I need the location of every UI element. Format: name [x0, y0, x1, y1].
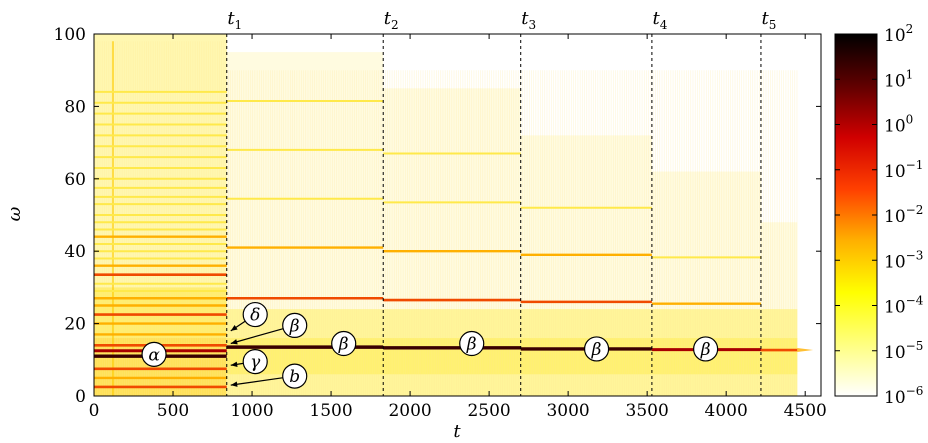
x-tick-label: 1000	[230, 401, 273, 421]
annotation-label: β	[700, 340, 711, 360]
colorbar-gradient	[834, 33, 878, 397]
colorbar-tick-label: 10−5	[884, 339, 923, 363]
line-tail	[797, 348, 814, 353]
colorbar-tick-label: 100	[884, 113, 913, 137]
colorbar: 102 101 100 10−1 10−2 10−3 10−4 10−5 10−6	[834, 22, 924, 408]
annotation-circle	[141, 341, 167, 367]
annotation-label: γ	[250, 353, 261, 373]
y-tick-label: 100	[54, 25, 86, 45]
annotation-arrowhead	[230, 324, 238, 331]
plot-area: t1 t2 t3 t4 t5 α δ β γ b β β β β	[93, 8, 822, 397]
haze-segment-core	[383, 338, 521, 375]
annotation-circle	[242, 349, 268, 375]
annotation-label: δ	[250, 306, 260, 326]
annotation-circle	[693, 336, 719, 362]
annotation-circle	[459, 330, 485, 357]
transition-label: t3	[521, 8, 536, 32]
x-tick-label: 4000	[705, 401, 748, 421]
annotation-label: β	[289, 316, 300, 336]
colorbar-tick-label: 101	[884, 67, 913, 91]
annotation-circle	[282, 363, 308, 389]
x-tick-label: 3000	[546, 401, 589, 421]
y-tick-label: 20	[64, 315, 86, 335]
y-axis: 0 20 40 60 80 100	[54, 25, 821, 407]
x-axis-label: t	[453, 421, 461, 442]
annotation-arrowhead	[230, 361, 238, 367]
x-tick-label: 500	[157, 401, 189, 421]
y-tick-label: 60	[64, 170, 86, 190]
annotation-layer: α δ β γ b β β β β	[141, 301, 719, 389]
colorbar-tick-label: 10−4	[884, 294, 924, 318]
annotation-circle	[331, 330, 357, 357]
annotation-arrowhead	[230, 339, 238, 345]
annotation-label: b	[289, 367, 300, 387]
annotation-arrowhead	[230, 381, 238, 387]
transition-lines: t1 t2 t3 t4 t5	[226, 8, 777, 396]
annotation-label: α	[148, 345, 160, 365]
plot-frame	[93, 33, 822, 397]
y-tick-label: 40	[64, 242, 86, 262]
x-tick-label: 3500	[626, 401, 669, 421]
x-tick-label: 2000	[388, 401, 431, 421]
x-axis: 0 500 1000 1500 2000 2500 3000 3500 4000 4500	[89, 34, 827, 421]
x-tick-label: 2500	[467, 401, 510, 421]
y-tick-label: 0	[75, 387, 86, 407]
x-tick-label: 1500	[309, 401, 352, 421]
annotation-label: β	[466, 335, 477, 355]
transition-label: t5	[762, 8, 777, 32]
colorbar-tick-label: 10−3	[884, 248, 923, 272]
colorbar-ticks: 102 101 100 10−1 10−2 10−3 10−4 10−5 10−6	[835, 22, 924, 408]
annotation-circle	[242, 301, 268, 328]
transition-label: t2	[384, 8, 399, 32]
annotation-circle	[583, 336, 610, 362]
colorbar-tick-label: 102	[884, 22, 913, 46]
transition-label: t1	[227, 8, 242, 32]
haze-segment-core	[760, 338, 798, 375]
y-tick-label: 80	[64, 97, 86, 117]
transition-label: t4	[652, 8, 667, 32]
x-tick-label: 0	[89, 401, 100, 421]
y-axis-label: ω	[4, 206, 25, 221]
annotation-label: β	[591, 340, 602, 360]
colorbar-tick-label: 10−2	[884, 203, 923, 227]
colorbar-tick-label: 10−1	[884, 158, 923, 182]
x-tick-label: 4500	[784, 401, 827, 421]
annotation-label: β	[338, 335, 349, 355]
annotation-circle	[282, 312, 308, 339]
colorbar-tick-label: 10−6	[884, 384, 923, 408]
